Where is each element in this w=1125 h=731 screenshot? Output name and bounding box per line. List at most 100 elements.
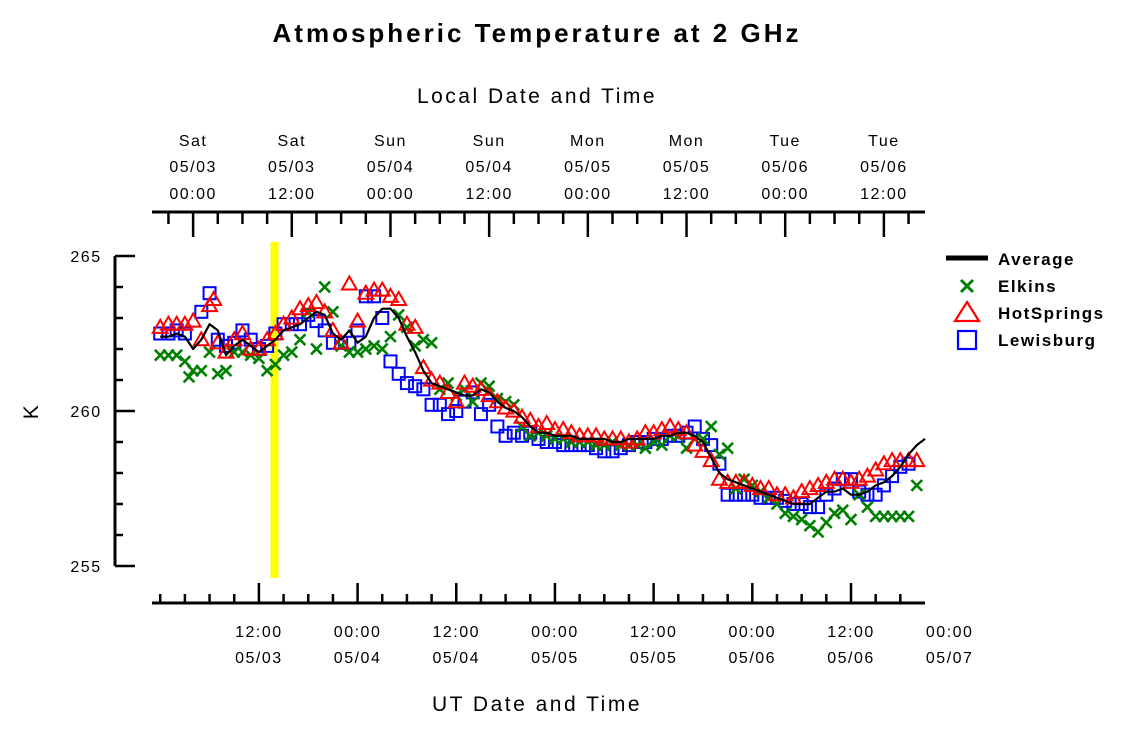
legend-label: Average [998,250,1075,269]
top-tick-date: 05/04 [367,159,415,176]
top-tick-date: 05/04 [465,159,513,176]
lewisburg-point [416,382,431,397]
bottom-tick-time: 12:00 [827,624,875,641]
lewisburg-point [473,407,488,422]
hotsprings-point [710,469,729,486]
legend-label: HotSprings [998,304,1105,323]
lewisburg-point [399,376,414,391]
hotsprings-point [282,308,301,325]
legend: Average Elkins HotSprings Lewisburg [946,250,1105,351]
hotsprings-point [833,469,852,486]
hotsprings-point [348,311,367,328]
legend-item-hotsprings: HotSprings [953,299,1105,323]
top-tick-date: 05/03 [169,159,217,176]
highlight-bar-layer [270,242,279,578]
elkins-point [408,339,422,353]
elkins-point [359,342,373,356]
top-tick-date: 05/06 [761,159,809,176]
elkins-point [778,506,792,520]
hotsprings-point [512,407,532,424]
hotsprings-point [323,320,343,337]
y-tick-label: 255 [70,559,101,576]
elkins-point [351,345,364,359]
lewisburg-point [728,487,743,502]
elkins-point [277,348,290,362]
top-tick-day: Sun [473,133,506,150]
elkins-point [375,342,389,356]
bottom-tick-time: 12:00 [432,624,480,641]
hotsprings-point [307,293,326,310]
lewisburg-point [811,500,826,515]
top-axis: Sat 05/03 00:00 Sat 05/03 12:00 Sun 05/04 00:00 S… [152,133,925,237]
lewisburg-point [515,428,530,443]
bottom-tick-date: 05/07 [926,650,974,667]
series-lewisburg [153,286,916,515]
lewisburg-point [391,366,406,381]
bottom-tick-time: 00:00 [729,624,777,641]
hotsprings-point [562,423,581,440]
hotsprings-point [471,379,491,396]
elkins-point [425,336,438,350]
elkins-point [219,364,233,378]
y-tick-label: 260 [70,404,101,421]
elkins-point [902,510,915,523]
top-tick-time: 00:00 [169,186,217,203]
legend-triangle-swatch [953,299,981,323]
legend-item-elkins: Elkins [959,277,1057,296]
series-average [160,307,926,506]
bottom-tick-time: 00:00 [334,624,382,641]
bottom-tick-date: 05/05 [531,650,579,667]
legend-x-swatch [959,278,975,294]
hotsprings-point [455,373,474,390]
elkins-point [787,510,800,523]
lewisburg-point [490,419,505,434]
top-tick-day: Tue [769,133,800,150]
elkins-point [417,333,430,347]
lewisburg-point [449,404,464,418]
lewisburg-point [868,487,883,502]
legend-item-average: Average [946,250,1075,269]
hotsprings-point [447,392,466,409]
lewisburg-point [375,311,390,325]
legend-label: Elkins [998,277,1057,296]
bottom-tick-time: 00:00 [531,624,579,641]
legend-item-lewisburg: Lewisburg [956,329,1095,351]
elkins-point [182,370,196,384]
data-series [151,274,926,539]
hotsprings-point [463,376,482,393]
hotsprings-point [381,286,400,303]
lewisburg-point [506,425,521,440]
bottom-tick-date: 05/04 [432,650,480,667]
lewisburg-point [802,500,817,515]
bottom-tick-date: 05/04 [334,650,382,667]
elkins-point [170,348,183,362]
bottom-tick-date: 05/03 [235,650,283,667]
elkins-point [310,342,323,356]
hotsprings-point [743,475,762,492]
y-tick-label: 265 [70,249,101,266]
top-tick-day: Mon [669,133,705,150]
top-tick-day: Sat [179,133,208,150]
lewisburg-point [424,397,439,412]
hotsprings-point [373,280,392,297]
bottom-tick-time: 00:00 [926,624,974,641]
lewisburg-point [687,419,702,434]
top-tick-date: 05/03 [268,159,316,176]
hotsprings-point [660,417,680,434]
elkins-point [795,513,808,526]
hotsprings-point [340,274,359,291]
hotsprings-point [389,289,408,306]
elkins-point [285,345,299,359]
top-tick-day: Sun [374,133,407,150]
elkins-point [704,420,718,433]
elkins-point [211,367,225,381]
elkins-point [696,432,710,446]
hotsprings-point [479,386,499,403]
hotsprings-point [204,289,223,306]
hotsprings-point [611,429,630,446]
elkins-point [844,513,858,526]
elkins-point [293,333,307,347]
top-axis-title: Local Date and Time [417,85,657,108]
bottom-tick-time: 12:00 [235,624,283,641]
lewisburg-point [350,323,365,338]
